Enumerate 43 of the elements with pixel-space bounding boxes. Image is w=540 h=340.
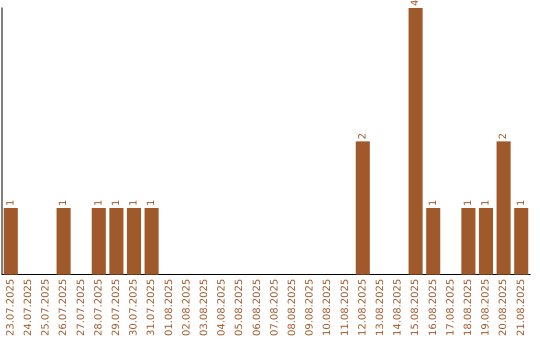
x-tick-label: 20.08.2025	[498, 278, 510, 336]
data-label: 1	[93, 200, 104, 206]
x-tick-label: 17.08.2025	[445, 278, 456, 336]
x-tick-label: 18.08.2025	[462, 278, 474, 336]
x-tick-label: 13.08.2025	[374, 278, 386, 336]
x-tick-label: 10.08.2025	[322, 278, 334, 336]
x-tick-label: 19.08.2025	[480, 278, 492, 336]
x-tick-label: 06.08.2025	[252, 278, 263, 336]
data-label: 1	[110, 200, 122, 206]
x-tick-label: 28.07.2025	[93, 278, 104, 336]
data-label: 1	[5, 200, 16, 206]
x-tick-label: 04.08.2025	[216, 278, 228, 336]
x-tick-label: 26.07.2025	[58, 278, 70, 336]
x-tick-label: 05.08.2025	[234, 278, 246, 336]
x-tick-label: 31.07.2025	[146, 278, 158, 336]
x-tick-label: 11.08.2025	[340, 278, 351, 336]
data-label: 1	[480, 200, 492, 206]
data-label: 1	[462, 200, 474, 206]
x-tick-label: 12.08.2025	[357, 278, 368, 336]
x-tick-label: 01.08.2025	[164, 278, 175, 336]
x-tick-label: 25.07.2025	[40, 278, 52, 336]
x-tick-label: 29.07.2025	[110, 278, 122, 336]
x-tick-label: 07.08.2025	[269, 278, 280, 336]
data-label: 1	[516, 200, 527, 206]
x-tick-label: 08.08.2025	[286, 278, 298, 336]
x-tick-label: 14.08.2025	[392, 278, 404, 336]
data-label: 1	[128, 200, 140, 206]
x-tick-label: 30.07.2025	[128, 278, 140, 336]
x-tick-label: 09.08.2025	[304, 278, 316, 336]
data-label: 2	[498, 132, 510, 140]
x-tick-label: 27.07.2025	[76, 278, 87, 336]
x-tick-label: 02.08.2025	[181, 278, 192, 336]
x-tick-label: 24.07.2025	[22, 278, 34, 336]
x-tick-label: 21.08.2025	[516, 278, 527, 336]
data-label: 1	[428, 200, 439, 206]
data-label: 1	[58, 200, 70, 206]
x-tick-label: 23.07.2025	[5, 278, 16, 336]
data-label: 4	[410, 0, 422, 6]
x-tick-label: 16.08.2025	[428, 278, 439, 336]
x-tick-label: 15.08.2025	[410, 278, 422, 336]
x-tick-label: 03.08.2025	[198, 278, 210, 336]
data-label: 2	[357, 132, 368, 140]
data-label: 1	[146, 200, 158, 206]
